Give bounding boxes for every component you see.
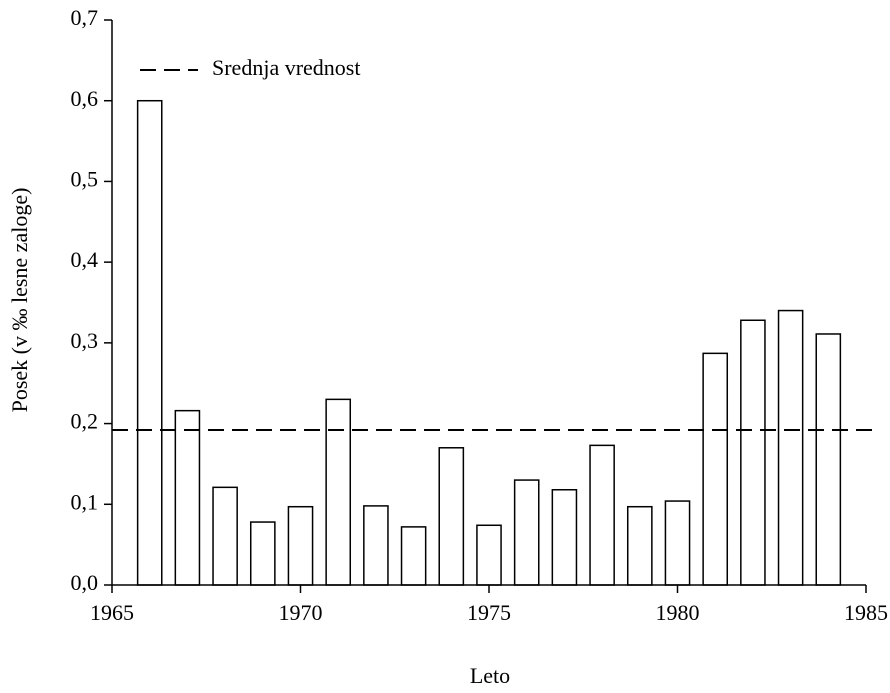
x-tick-label: 1970 [279,600,323,625]
x-axis-label: Leto [470,663,510,688]
bar [513,479,540,586]
y-tick-label: 0,1 [71,489,99,514]
bar [325,398,352,586]
bar [438,447,465,586]
bar [626,505,653,586]
y-tick-label: 0,6 [71,86,99,111]
bar [363,505,389,586]
x-tick-label: 1965 [90,600,134,625]
y-tick-label: 0,3 [71,328,99,353]
bar [589,444,615,586]
bar [476,524,502,586]
bar [551,489,578,586]
legend-label: Srednja vrednost [212,55,360,80]
bar [400,526,427,586]
y-tick-label: 0,5 [71,166,99,191]
bar [777,309,804,586]
bar [287,505,314,586]
y-tick-label: 0,0 [71,570,99,595]
y-tick-label: 0,4 [71,247,99,272]
bar [815,333,842,586]
bar [664,500,691,586]
x-tick-label: 1975 [467,600,511,625]
bar [212,486,238,586]
y-axis-label: Posek (v ‰ lesne zaloge) [7,188,32,413]
bar [249,521,276,586]
bar [702,352,729,586]
y-tick-label: 0,7 [71,5,99,30]
x-tick-label: 1980 [656,600,700,625]
bar [136,99,163,586]
bar [174,409,201,586]
x-tick-label: 1985 [844,600,888,625]
bar [740,319,766,586]
y-tick-label: 0,2 [71,409,99,434]
